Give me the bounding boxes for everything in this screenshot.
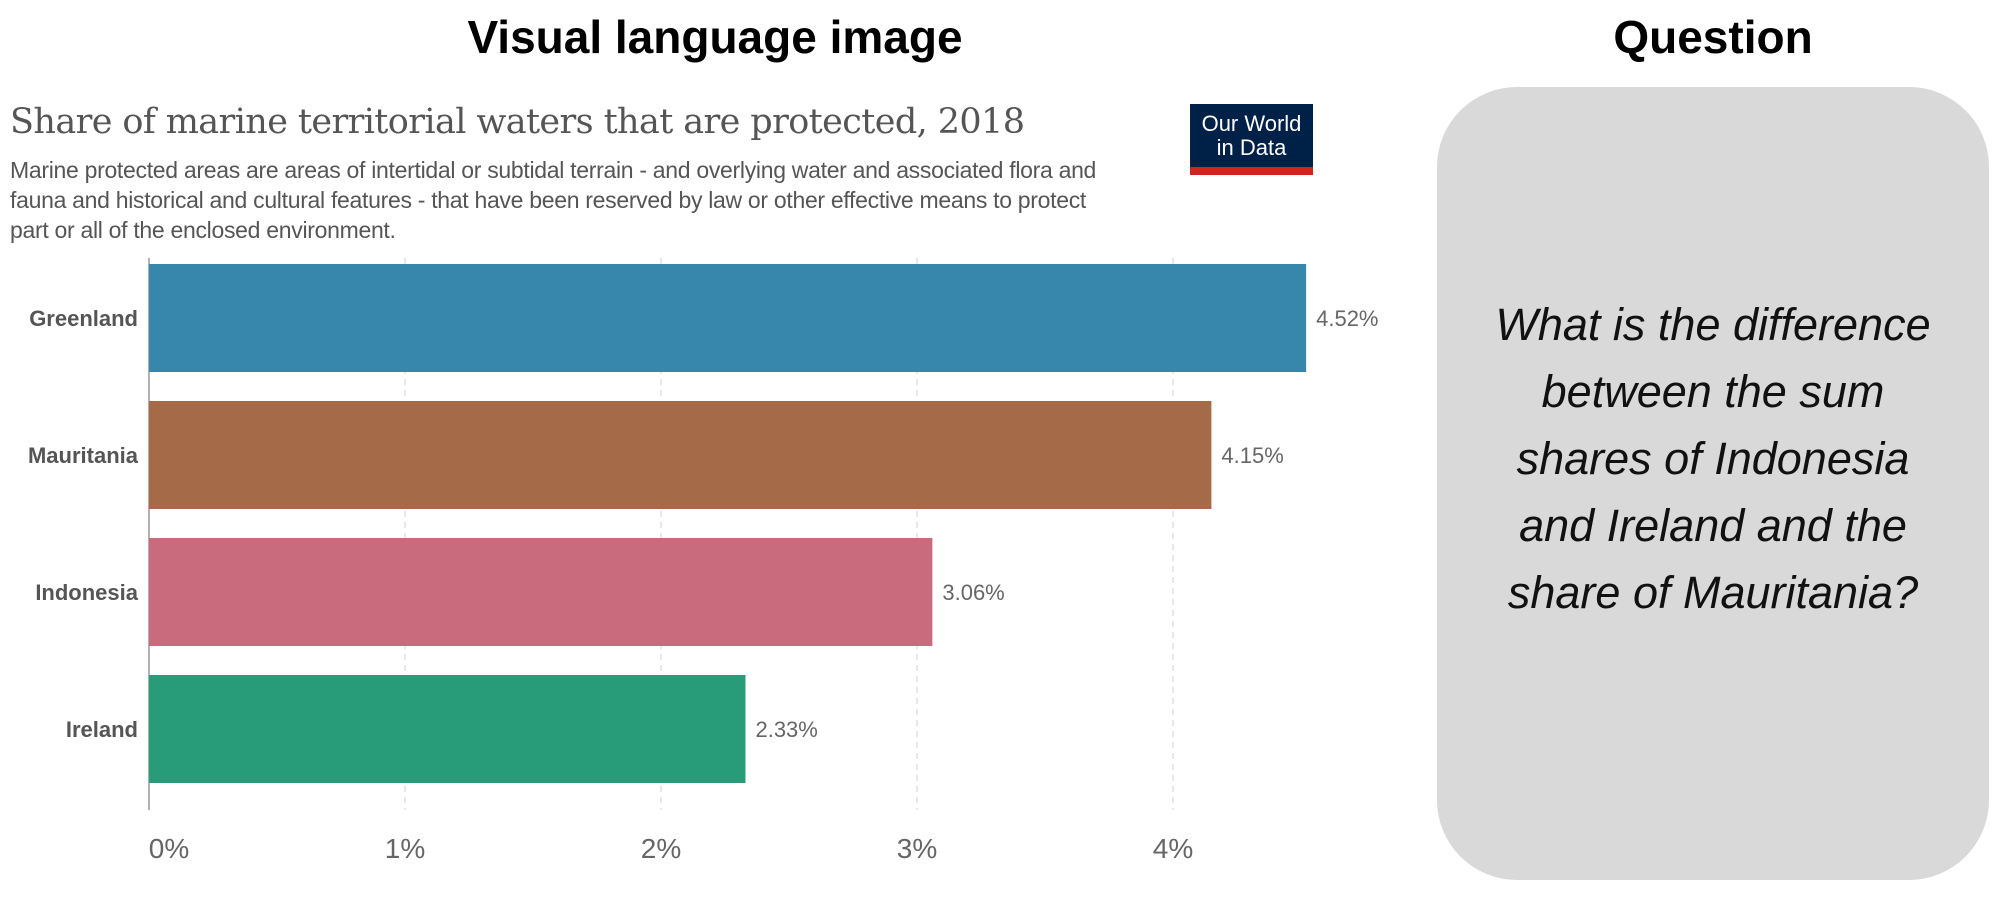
question-box: What is the difference between the sum s…: [1437, 87, 1989, 880]
category-label: Ireland: [66, 717, 138, 742]
x-tick-label: 0%: [149, 833, 189, 864]
chart-title: Share of marine territorial waters that …: [10, 102, 1025, 142]
x-tick-label: 4%: [1153, 833, 1193, 864]
bar-ireland: [149, 675, 746, 783]
logo-line1: Our World: [1201, 111, 1302, 136]
chart-subtitle: Marine protected areas are areas of inte…: [10, 157, 1097, 243]
bar-mauritania: [149, 401, 1212, 509]
value-label: 2.33%: [755, 717, 817, 742]
right-heading: Question: [1613, 11, 1813, 63]
question-text: What is the difference between the sum s…: [1495, 299, 1931, 618]
value-label: 4.52%: [1316, 306, 1378, 331]
bar-greenland: [149, 264, 1307, 372]
x-tick-label: 2%: [641, 833, 681, 864]
value-label: 3.06%: [942, 580, 1004, 605]
bar-indonesia: [149, 538, 933, 646]
category-label: Indonesia: [35, 580, 138, 605]
value-label: 4.15%: [1221, 443, 1283, 468]
category-label: Mauritania: [28, 443, 139, 468]
x-tick-label: 3%: [897, 833, 937, 864]
x-tick-label: 1%: [385, 833, 425, 864]
left-heading: Visual language image: [467, 11, 963, 63]
logo-line2: in Data: [1216, 135, 1287, 160]
category-label: Greenland: [29, 306, 138, 331]
owid-logo: Our World in Data: [1190, 104, 1313, 175]
